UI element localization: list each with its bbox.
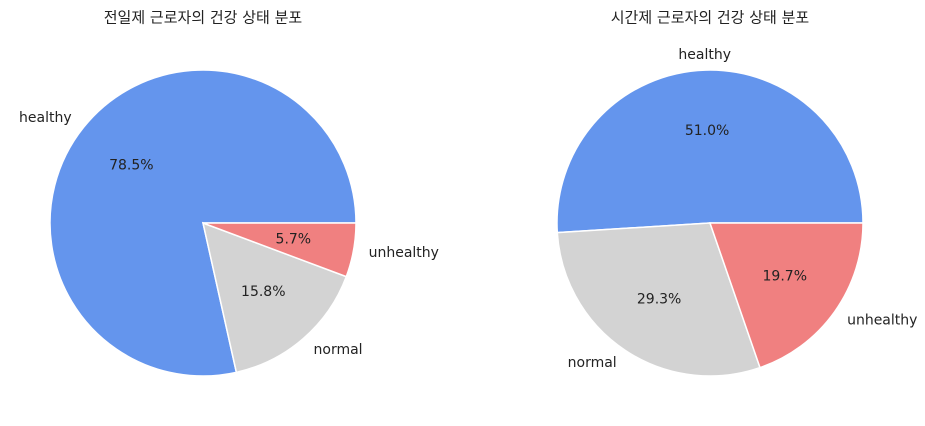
pie-slice (556, 222, 761, 377)
chart-title: 시간제 근로자의 건강 상태 분포 (611, 9, 810, 27)
value-label: 78.5% (109, 158, 153, 174)
slice-label: healthy (19, 110, 72, 126)
slice-label: normal (314, 342, 363, 358)
value-label: 5.7% (276, 231, 312, 247)
pie-slice (708, 222, 864, 369)
slice-label: unhealthy (847, 313, 917, 329)
pie-slice (202, 222, 357, 278)
value-label: 29.3% (637, 291, 681, 307)
value-label: 19.7% (763, 268, 807, 284)
pie-slice (556, 69, 864, 234)
value-label: 51.0% (685, 123, 729, 139)
chart-title: 전일제 근로자의 건강 상태 분포 (104, 9, 303, 27)
value-label: 15.8% (241, 284, 285, 300)
slice-label: healthy (678, 47, 731, 63)
slice-label: normal (568, 355, 617, 371)
slice-label: unhealthy (369, 245, 439, 261)
pie-slice (201, 221, 348, 374)
